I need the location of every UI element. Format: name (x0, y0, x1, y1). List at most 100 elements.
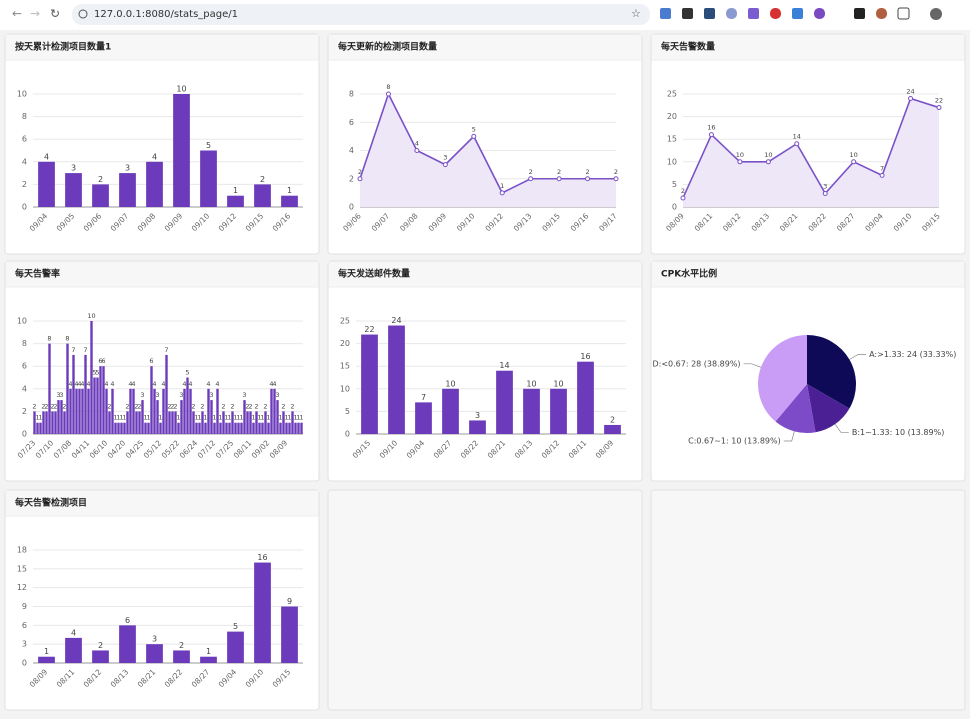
data-label: 2 (134, 402, 138, 410)
data-label: 2 (137, 402, 141, 410)
y-tick-label: 2 (349, 174, 354, 183)
data-label: 3 (152, 635, 157, 644)
data-label: 2 (125, 402, 129, 410)
bar (249, 411, 252, 434)
bar (168, 411, 171, 434)
bar (38, 161, 55, 207)
data-label: 2 (173, 402, 177, 410)
extension-icon[interactable] (704, 8, 715, 19)
data-label: 1 (227, 414, 231, 422)
bar (227, 631, 244, 663)
data-label: 1 (218, 414, 222, 422)
point (794, 141, 800, 147)
back-button[interactable]: ← (12, 7, 22, 21)
bar (48, 343, 51, 434)
data-label: 2 (529, 168, 533, 176)
bar (227, 195, 244, 207)
bar (267, 422, 270, 434)
data-label: 1 (260, 414, 264, 422)
bar (288, 422, 291, 434)
bar (123, 422, 126, 434)
extension-icon[interactable] (876, 8, 887, 19)
point (680, 195, 686, 201)
bar (213, 422, 216, 434)
data-label: 7 (83, 346, 87, 354)
point (936, 105, 942, 111)
bar (281, 195, 298, 207)
site-info-icon[interactable] (78, 9, 88, 19)
bar (200, 656, 217, 663)
reload-button[interactable]: ↻ (50, 7, 60, 21)
data-label: 10 (850, 151, 858, 159)
extension-icon[interactable] (682, 8, 693, 19)
bar (216, 388, 219, 434)
extension-icon[interactable] (726, 8, 737, 19)
data-label: 3 (125, 164, 130, 173)
pie-label: B:1~1.33: 10 (13.89%) (852, 428, 945, 437)
bar (92, 650, 109, 663)
bar (51, 411, 54, 434)
bookmark-star[interactable]: ☆ (631, 7, 641, 20)
bar (33, 411, 36, 434)
panel-title: CPK水平比例 (661, 268, 717, 280)
data-label: 1 (38, 414, 42, 422)
data-label: 2 (170, 402, 174, 410)
data-label: 4 (152, 380, 156, 388)
profile-avatar[interactable] (930, 8, 942, 20)
data-label: 2 (230, 402, 234, 410)
bar (261, 422, 264, 434)
bar (192, 411, 195, 434)
data-label: 6 (98, 357, 102, 365)
extension-icon[interactable] (748, 8, 759, 19)
data-label: 10 (87, 312, 95, 320)
bar (119, 625, 136, 663)
extension-icon[interactable] (854, 8, 865, 19)
y-tick-label: 10 (667, 157, 677, 166)
bar (171, 411, 174, 434)
extension-icon[interactable] (660, 8, 671, 19)
panel-title: 每天发送邮件数量 (338, 268, 410, 280)
y-tick-label: 3 (22, 640, 27, 649)
data-label: 10 (445, 379, 455, 388)
y-tick-label: 0 (22, 659, 27, 668)
forward-button[interactable]: → (30, 7, 40, 21)
bar (297, 422, 300, 434)
bar (81, 388, 84, 434)
point (613, 176, 619, 182)
data-label: 1 (176, 414, 180, 422)
data-label: 2 (53, 402, 57, 410)
data-label: 6 (101, 357, 105, 365)
data-label: 1 (293, 414, 297, 422)
bar (200, 150, 217, 207)
y-tick-label: 0 (22, 430, 27, 439)
extension-icon[interactable] (897, 7, 910, 20)
y-tick-label: 0 (345, 430, 350, 439)
address-bar[interactable] (72, 4, 650, 25)
bar (87, 388, 90, 434)
y-tick-label: 8 (349, 90, 354, 99)
data-label: 2 (290, 402, 294, 410)
y-tick-label: 4 (22, 384, 27, 393)
data-label: 3 (823, 182, 827, 190)
y-tick-label: 15 (667, 135, 677, 144)
extension-icon[interactable] (792, 8, 803, 19)
data-label: 1 (233, 186, 238, 195)
chart-panel: CPK水平比例 A:>1.33: 24 (33.33%) B:1~1.33: 10 … (650, 260, 966, 482)
bar (243, 400, 246, 434)
bar (240, 422, 243, 434)
chart-panel: 按天累计检测项目数量10246810409/04309/05209/06309/… (4, 33, 320, 255)
bar (228, 422, 231, 434)
bar (120, 422, 123, 434)
data-label: 1 (143, 414, 147, 422)
data-label: 2 (263, 402, 267, 410)
data-label: 8 (47, 335, 51, 343)
data-label: 3 (179, 391, 183, 399)
extension-icon[interactable] (814, 8, 825, 19)
chart-panel: 每天发送邮件数量05101520252209/152409/10709/0410… (327, 260, 643, 482)
pie-slice (775, 384, 816, 433)
bar (276, 400, 279, 434)
extension-icon[interactable] (770, 8, 781, 19)
data-label: 2 (248, 402, 252, 410)
pie-label: D:<0.67: 28 (38.89%) (652, 359, 740, 368)
data-label: 3 (71, 164, 76, 173)
